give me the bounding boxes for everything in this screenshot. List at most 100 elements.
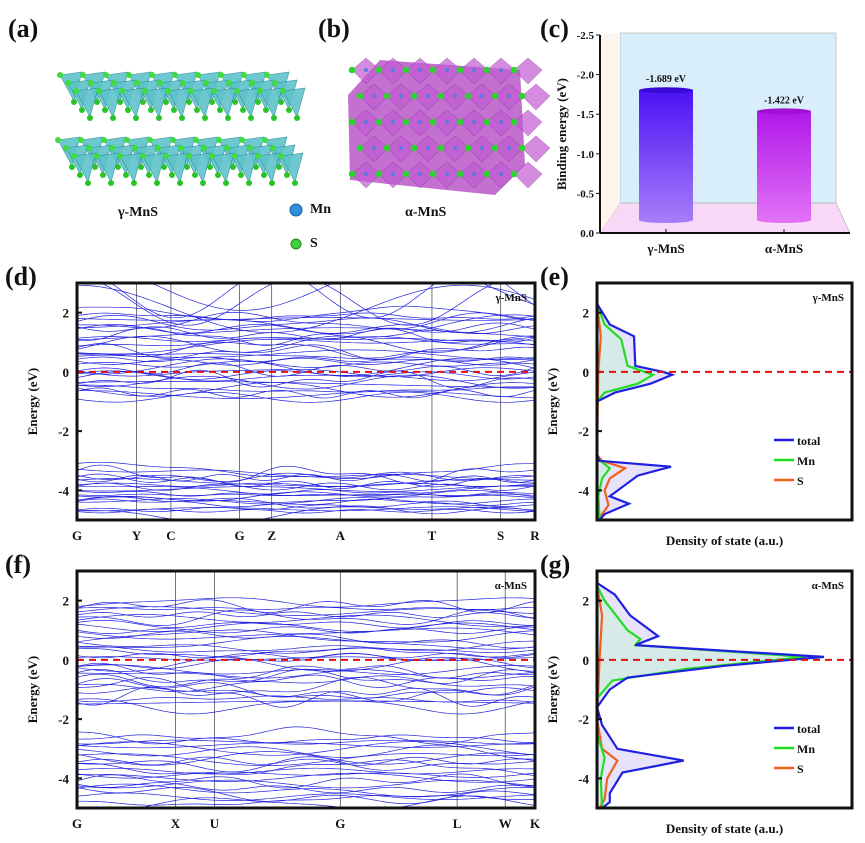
band-line: [77, 734, 535, 744]
s-atom: [110, 115, 116, 121]
bands: [77, 597, 535, 808]
band-line: [77, 664, 535, 675]
tetrahedron: [236, 87, 260, 118]
s-atom: [483, 66, 491, 74]
s-atom: [226, 80, 232, 86]
s-atom: [217, 107, 223, 113]
band-line: [77, 792, 535, 801]
mn-atom: [364, 172, 368, 176]
y-tick-label: 0.0: [580, 228, 594, 240]
tetrahedron: [282, 87, 306, 118]
s-atom: [286, 107, 292, 113]
kpoint-label: C: [166, 528, 175, 543]
band-line: [77, 371, 535, 382]
s-atom: [464, 92, 472, 100]
dos-line-mn: [595, 283, 656, 521]
kpoint-label: A: [336, 528, 346, 543]
mn-atom: [391, 68, 395, 72]
band-line: [77, 676, 535, 696]
s-atom: [255, 153, 261, 159]
band-line: [77, 751, 535, 766]
y-tick-label: -2: [578, 424, 589, 439]
y-axis-title: Energy (eV): [25, 656, 40, 724]
band-line: [77, 482, 535, 487]
band-line: [77, 687, 535, 699]
y-axis-title: Energy (eV): [25, 368, 40, 436]
s-atom: [375, 170, 383, 178]
band-line: [77, 327, 535, 346]
mn-atom: [399, 94, 403, 98]
bar: [639, 90, 693, 220]
panel-label-e: (e): [540, 262, 569, 291]
tetrahedron: [190, 87, 214, 118]
s-atom: [124, 137, 130, 143]
s-atom: [255, 99, 261, 105]
mn-atom: [445, 68, 449, 72]
band-line: [77, 759, 535, 776]
legend-label: Mn: [797, 742, 815, 756]
data-label: -1.422 eV: [764, 95, 805, 106]
tetrahedron: [142, 152, 166, 183]
band-line: [77, 629, 535, 643]
band-line: [77, 756, 535, 766]
bar-base: [639, 217, 693, 223]
x-tick-label: α-MnS: [765, 241, 803, 256]
s-atom: [483, 170, 491, 178]
s-atom: [131, 180, 137, 186]
panel-label-a: (a): [8, 14, 39, 43]
plot-f: G X U G L W K 2 0 -2 -4 α-MnS Energy (eV): [25, 569, 541, 831]
s-atom: [156, 115, 162, 121]
band-line: [77, 506, 535, 512]
mn-atom: [480, 94, 484, 98]
s-atom: [79, 107, 85, 113]
band-line: [77, 305, 535, 322]
panel-label-f: (f): [5, 550, 31, 579]
band-line: [77, 636, 535, 650]
legend-mn-label: Mn: [310, 202, 331, 217]
tetrahedron: [121, 87, 145, 118]
band-line: [77, 620, 535, 629]
mn-atom: [364, 68, 368, 72]
octahedron: [521, 83, 551, 111]
band-line: [77, 391, 535, 403]
s-atom: [294, 115, 300, 121]
s-atom: [161, 164, 167, 170]
material-annotation: α-MnS: [812, 580, 844, 592]
s-atom: [80, 72, 86, 78]
s-atom: [348, 66, 356, 74]
s-atom: [518, 144, 526, 152]
band-line: [77, 767, 535, 775]
band-line: [77, 771, 535, 779]
band-line: [77, 622, 535, 632]
s-atom: [348, 118, 356, 126]
band-line: [77, 739, 535, 745]
s-atom: [186, 99, 192, 105]
legend-s-label: S: [310, 236, 318, 251]
s-atom: [247, 145, 253, 151]
y-tick-label: 2: [583, 594, 590, 609]
band-line: [77, 382, 535, 398]
band-line: [77, 640, 535, 654]
mn-atom: [453, 94, 457, 98]
s-atom: [218, 72, 224, 78]
band-line: [77, 773, 535, 789]
kpoint-label: L: [453, 816, 462, 831]
tetrahedron: [280, 152, 304, 183]
band-line: [77, 485, 535, 496]
data-label: -1.689 eV: [646, 74, 687, 85]
kpoint-label: T: [428, 528, 437, 543]
y-tick-label: -1.0: [577, 149, 595, 161]
s-atom: [280, 88, 286, 94]
s-atom: [163, 99, 169, 105]
mn-atom: [453, 146, 457, 150]
band-line: [77, 327, 535, 341]
s-atom: [464, 144, 472, 152]
band-line: [77, 782, 535, 794]
y-tick-label: 2: [583, 306, 590, 321]
s-atom: [163, 153, 169, 159]
x-axis-title: Density of state (a.u.): [666, 533, 783, 548]
s-atom: [202, 115, 208, 121]
band-line: [77, 311, 535, 330]
s-atom: [200, 180, 206, 186]
band-line: [77, 490, 535, 502]
